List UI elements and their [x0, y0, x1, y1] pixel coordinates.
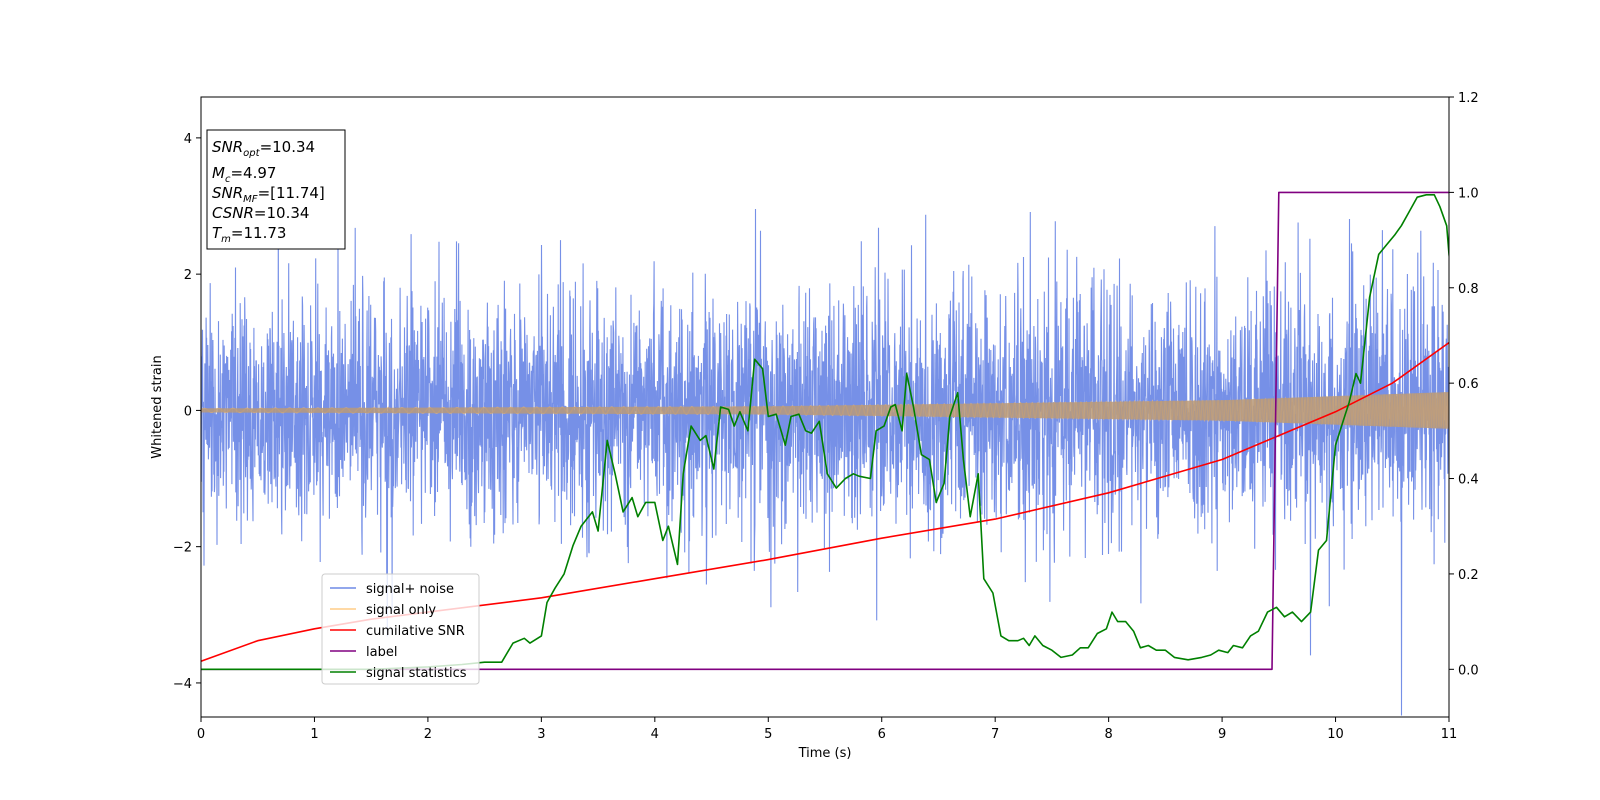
legend-label-signal-noise: signal+ noise: [366, 582, 454, 597]
x-axis-ticks: 0 1 2 3 4 5 6 7 8 9 10 11: [197, 717, 1457, 742]
x-tick-label: 10: [1327, 727, 1344, 742]
y2-tick-label: 0.4: [1458, 473, 1479, 488]
snr-mf-sub: MF: [243, 194, 258, 205]
chirp-mass-value: =4.97: [230, 164, 276, 182]
snr-mf-main: SNR: [212, 184, 243, 202]
info-box: SNRopt=10.34 Mc=4.97 SNRMF=[11.74] CSNR=…: [206, 129, 346, 250]
x-tick-label: 6: [878, 727, 886, 742]
y2-tick-label: 1.2: [1458, 91, 1479, 106]
tm-main: T: [212, 224, 223, 242]
snr-mf-value: =[11.74]: [258, 184, 325, 202]
legend: signal+ noise signal only cumilative SNR la…: [321, 573, 480, 685]
y-tick-label: −4: [173, 677, 192, 692]
plot-frame: [200, 96, 1450, 718]
snr-opt-main: SNR: [212, 138, 243, 156]
tm-value: =11.73: [231, 224, 287, 242]
y2-tick-label: 0.6: [1458, 377, 1479, 392]
y2-tick-label: 1.0: [1458, 186, 1479, 201]
csnr-value: =10.34: [254, 204, 310, 222]
series-signal-only-band: [201, 392, 1449, 429]
y-tick-label: 2: [184, 268, 192, 283]
y-axis-label: Whitened strain: [150, 355, 165, 458]
x-tick-label: 5: [764, 727, 772, 742]
y2-tick-label: 0.2: [1458, 568, 1479, 583]
csnr-text: CSNR=10.34: [212, 204, 309, 222]
chirp-mass-main: M: [212, 164, 225, 182]
y-tick-label: 4: [184, 132, 192, 147]
csnr-main: CSNR: [212, 204, 254, 222]
y-tick-label: 0: [184, 404, 192, 419]
x-axis-label: Time (s): [798, 746, 852, 761]
snr-opt-text: SNRopt=10.34: [212, 138, 315, 159]
x-tick-label: 0: [197, 727, 205, 742]
legend-frame: [321, 573, 480, 685]
y2-tick-label: 0.8: [1458, 282, 1479, 297]
tm-sub: m: [221, 234, 231, 245]
y2-axis-ticks: 1.2 1.0 0.8 0.6 0.4 0.2 0.0: [1449, 91, 1479, 678]
y2-tick-label: 0.0: [1458, 663, 1479, 678]
x-tick-label: 4: [651, 727, 659, 742]
x-tick-label: 2: [424, 727, 432, 742]
x-tick-label: 7: [991, 727, 999, 742]
snr-mf-text: SNRMF=[11.74]: [212, 184, 325, 205]
y-tick-label: −2: [173, 541, 192, 556]
snr-opt-value: =10.34: [260, 138, 316, 156]
x-tick-label: 11: [1441, 727, 1458, 742]
x-tick-label: 1: [310, 727, 318, 742]
chirp-mass-text: Mc=4.97: [212, 164, 276, 185]
chirp-mass-sub: c: [225, 174, 231, 185]
series-signal-statistics: [201, 194, 1449, 671]
snr-opt-sub: opt: [243, 148, 260, 159]
legend-label-label: label: [366, 645, 397, 660]
series-label: [201, 191, 1449, 671]
x-tick-label: 8: [1104, 727, 1112, 742]
x-tick-label: 9: [1218, 727, 1226, 742]
legend-label-signal-statistics: signal statistics: [366, 666, 467, 681]
y-axis-ticks: 4 2 0 −2 −4: [173, 132, 201, 692]
legend-label-signal-only: signal only: [366, 603, 436, 618]
x-tick-label: 3: [537, 727, 545, 742]
info-box-frame: [206, 129, 346, 250]
legend-label-cumilative-snr: cumilative SNR: [366, 624, 465, 639]
tm-text: Tm=11.73: [212, 224, 286, 245]
series-signal-noise: [201, 208, 1449, 716]
